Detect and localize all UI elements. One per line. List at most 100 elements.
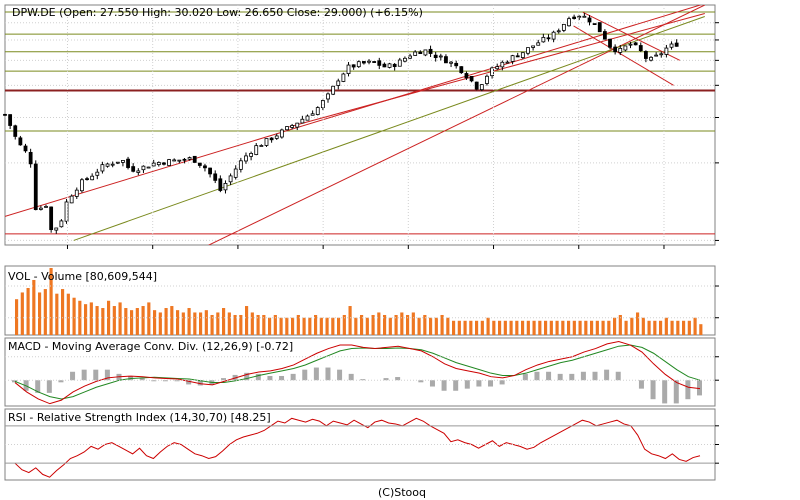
candlestick: [259, 144, 264, 147]
candle-body: [623, 45, 628, 51]
volume-bar: [342, 314, 346, 335]
candlestick: [223, 180, 228, 194]
volume-bar: [101, 308, 105, 335]
candle-body: [59, 220, 64, 228]
candle-body: [151, 162, 156, 167]
volume-bar: [245, 306, 249, 335]
candle-body: [13, 125, 18, 137]
candlestick: [449, 60, 453, 68]
volume-bar: [423, 314, 427, 335]
macd-histogram-bar: [418, 380, 424, 383]
candlestick: [167, 158, 171, 166]
candlestick: [541, 33, 546, 43]
candlestick: [213, 170, 218, 184]
volume-bar: [176, 310, 180, 335]
candle-body: [85, 178, 89, 181]
volume-bar: [319, 317, 323, 335]
candle-body: [18, 137, 23, 146]
candle-body: [259, 145, 264, 147]
candle-body: [367, 60, 371, 63]
macd-histogram-bar: [104, 369, 110, 381]
candle-body: [531, 45, 535, 48]
volume-bar: [273, 314, 277, 335]
volume-bar: [653, 320, 657, 335]
volume-bar: [26, 288, 30, 335]
candle-body: [69, 195, 74, 204]
candlestick: [162, 162, 166, 166]
volume-bar: [544, 320, 548, 335]
candlestick: [351, 64, 356, 70]
candlestick: [33, 160, 38, 211]
macd-histogram-bar: [313, 367, 319, 381]
macd-histogram-bar: [662, 380, 668, 404]
macd-histogram-bar: [81, 369, 87, 381]
volume-bar: [314, 314, 318, 335]
rsi-line: [14, 417, 701, 478]
trend-lines: [5, 5, 705, 245]
candlestick: [659, 51, 664, 58]
down-channel-line: [573, 25, 674, 86]
candlestick: [182, 158, 187, 164]
volume-bar: [532, 320, 536, 335]
candle-body: [218, 178, 223, 191]
candle-body: [285, 126, 289, 131]
candlestick: [510, 54, 515, 65]
candlestick: [592, 23, 597, 25]
candle-body: [228, 175, 233, 183]
candle-body: [618, 47, 623, 53]
volume-bar: [233, 314, 237, 335]
candlestick: [136, 168, 141, 176]
volume-bar: [498, 320, 502, 335]
volume-bar: [434, 317, 438, 335]
rsi-line: [14, 417, 701, 478]
candle-body: [485, 75, 489, 84]
candle-body: [213, 173, 218, 181]
candle-body: [203, 165, 207, 169]
volume-bar: [308, 317, 312, 335]
volume-bar: [256, 314, 260, 335]
candlestick: [608, 38, 612, 50]
trend-line-green: [73, 16, 705, 241]
candle-body: [669, 43, 674, 48]
candlestick: [485, 74, 489, 86]
volume-bar: [15, 299, 19, 335]
volume-bar: [561, 320, 565, 335]
candlestick: [115, 161, 120, 165]
candle-body: [156, 162, 161, 166]
volume-bar: [618, 314, 622, 335]
candlestick: [551, 30, 556, 43]
candlestick: [638, 42, 643, 52]
candlestick: [408, 53, 412, 60]
candlestick: [3, 113, 7, 116]
volume-bar: [153, 310, 157, 335]
candlestick: [367, 59, 371, 65]
candle-body: [382, 63, 387, 68]
macd-histogram-bar: [325, 367, 331, 381]
volume-bar: [291, 317, 295, 335]
candlestick: [146, 166, 151, 169]
candle-body: [264, 138, 269, 146]
candle-body: [659, 53, 664, 56]
candlestick: [315, 106, 320, 116]
volume-bar: [164, 308, 168, 335]
candle-body: [551, 31, 556, 40]
candlestick: [362, 60, 366, 65]
candle-body: [597, 22, 602, 33]
candlestick: [392, 62, 397, 71]
candlestick: [341, 72, 346, 83]
candle-body: [643, 51, 648, 59]
volume-bar: [95, 306, 99, 335]
candlestick: [618, 44, 623, 56]
candlestick: [238, 157, 243, 173]
volume-bar: [250, 312, 254, 335]
macd-histogram-bar: [348, 373, 354, 381]
macd-histogram-bar: [255, 373, 261, 381]
candle-body: [54, 227, 59, 231]
volume-bar: [130, 310, 134, 335]
candle-body: [162, 162, 166, 165]
candlestick: [203, 163, 207, 172]
macd-histogram-bar: [673, 380, 679, 404]
volume-bar: [636, 312, 640, 335]
candle-body: [177, 159, 182, 162]
macd-histogram-bar: [604, 369, 610, 381]
